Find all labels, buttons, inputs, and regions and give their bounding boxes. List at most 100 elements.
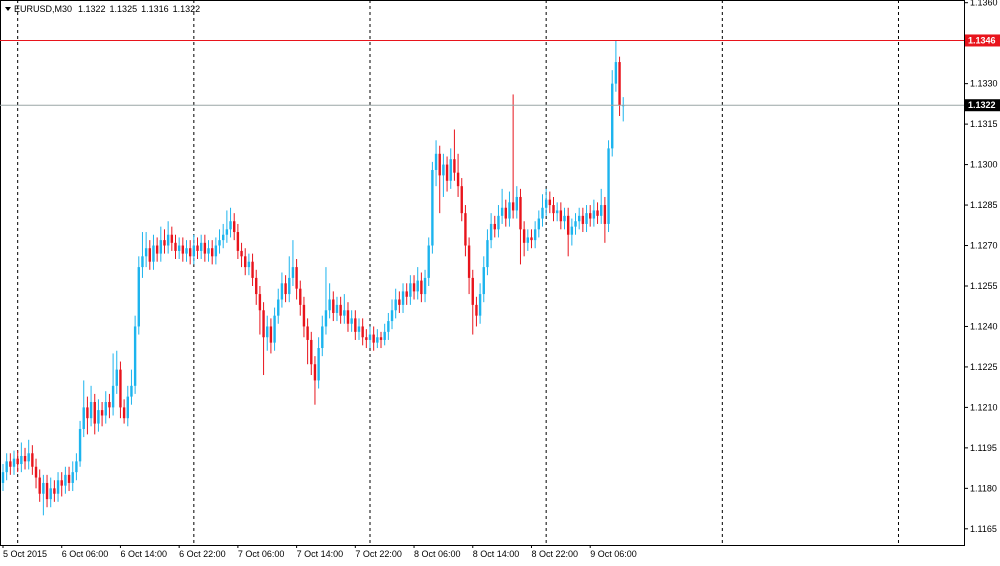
candle-body (71, 472, 74, 483)
candle-body (416, 280, 419, 292)
candle-body (288, 277, 291, 295)
candle-body (581, 215, 585, 224)
candle-body (100, 410, 104, 416)
close: 1.1322 (173, 4, 201, 14)
candle-body (12, 458, 16, 467)
candle-body (618, 62, 621, 106)
x-tick-label: 8 Oct 14:00 (473, 549, 520, 559)
candle-body (75, 461, 78, 473)
candle-body (335, 304, 339, 313)
candle-body (284, 283, 287, 295)
candle-body (592, 210, 596, 219)
candle-body (214, 245, 218, 257)
candle-body (9, 461, 12, 467)
candle-body (258, 294, 262, 311)
price-label-box (965, 34, 1000, 47)
candle-body (155, 245, 159, 254)
candle-body (471, 277, 474, 305)
candle-body (401, 291, 405, 305)
candle-body (526, 237, 530, 243)
candle-body (247, 261, 251, 268)
candle-body (519, 196, 522, 230)
header: EURUSD,M30 1.1322 1.1325 1.1316 1.1322 (14, 4, 200, 14)
x-tick-label: 7 Oct 22:00 (355, 549, 402, 559)
candle-body (478, 294, 482, 316)
candle-body (434, 153, 438, 170)
candle-body (115, 369, 118, 386)
candle-body (515, 196, 518, 211)
candle-body (537, 218, 541, 230)
candle-body (486, 240, 489, 268)
candle-body (104, 402, 107, 416)
candle-body (566, 215, 570, 235)
candle-body (596, 210, 599, 216)
high: 1.1325 (110, 4, 138, 14)
candle-body (409, 283, 412, 297)
y-tick-label: 1.1255 (970, 281, 998, 291)
candle-body (464, 213, 467, 246)
candle-body (53, 488, 56, 494)
candle-body (49, 488, 52, 500)
candle-body (420, 280, 423, 295)
candle-body (511, 202, 515, 211)
y-tick-label: 1.1300 (970, 160, 998, 170)
candle-body (530, 237, 533, 241)
low: 1.1316 (141, 4, 169, 14)
candle-body (181, 245, 185, 254)
candle-body (185, 248, 188, 254)
x-tick-label: 5 Oct 2015 (3, 549, 47, 559)
candle-body (244, 256, 247, 268)
candle-body (222, 234, 225, 241)
candle-body (354, 318, 357, 332)
candle-body (383, 331, 386, 340)
candle-body (299, 288, 302, 305)
candle-body (493, 223, 496, 230)
candle-body (192, 245, 196, 257)
candle-body (42, 482, 45, 494)
candle-body (126, 396, 129, 419)
x-tick-label: 7 Oct 06:00 (238, 549, 285, 559)
candle-body (111, 385, 115, 408)
candle-body (544, 199, 548, 208)
candle-body (266, 326, 269, 338)
candle-body (357, 326, 361, 332)
candle-body (23, 455, 27, 462)
candle-body (449, 159, 452, 181)
candle-body (38, 477, 41, 494)
candle-body (141, 256, 144, 268)
candle-body (379, 337, 383, 340)
x-tick-label: 6 Oct 06:00 (62, 549, 109, 559)
candle-body (262, 310, 265, 338)
candle-body (188, 248, 192, 257)
candle-body (412, 283, 416, 292)
candle-body (482, 267, 485, 295)
candle-body (390, 310, 394, 322)
candle-body (372, 334, 375, 343)
candle-body (533, 229, 537, 241)
y-tick-label: 1.1360 (970, 0, 998, 8)
candle-body (137, 267, 140, 327)
candle-body (93, 402, 96, 424)
candle-body (552, 205, 555, 214)
candle-body (574, 221, 577, 227)
candle-body (31, 453, 34, 467)
y-tick-label: 1.1270 (970, 241, 998, 251)
candle-body (555, 210, 559, 214)
menu-triangle (5, 7, 11, 11)
candle-body (548, 199, 552, 206)
candle-body (291, 267, 295, 278)
x-tick-label: 9 Oct 06:00 (590, 549, 637, 559)
price-label: 1.1346 (968, 35, 996, 45)
candle-body (277, 299, 280, 316)
candle-body (607, 148, 610, 224)
y-tick-label: 1.1225 (970, 362, 998, 372)
candle-body (130, 385, 133, 397)
candle-body (361, 326, 364, 338)
candle-body (460, 186, 463, 214)
candle-body (343, 310, 346, 316)
candle-body (387, 321, 390, 332)
candle-body (339, 304, 342, 316)
candle-body (453, 159, 456, 173)
